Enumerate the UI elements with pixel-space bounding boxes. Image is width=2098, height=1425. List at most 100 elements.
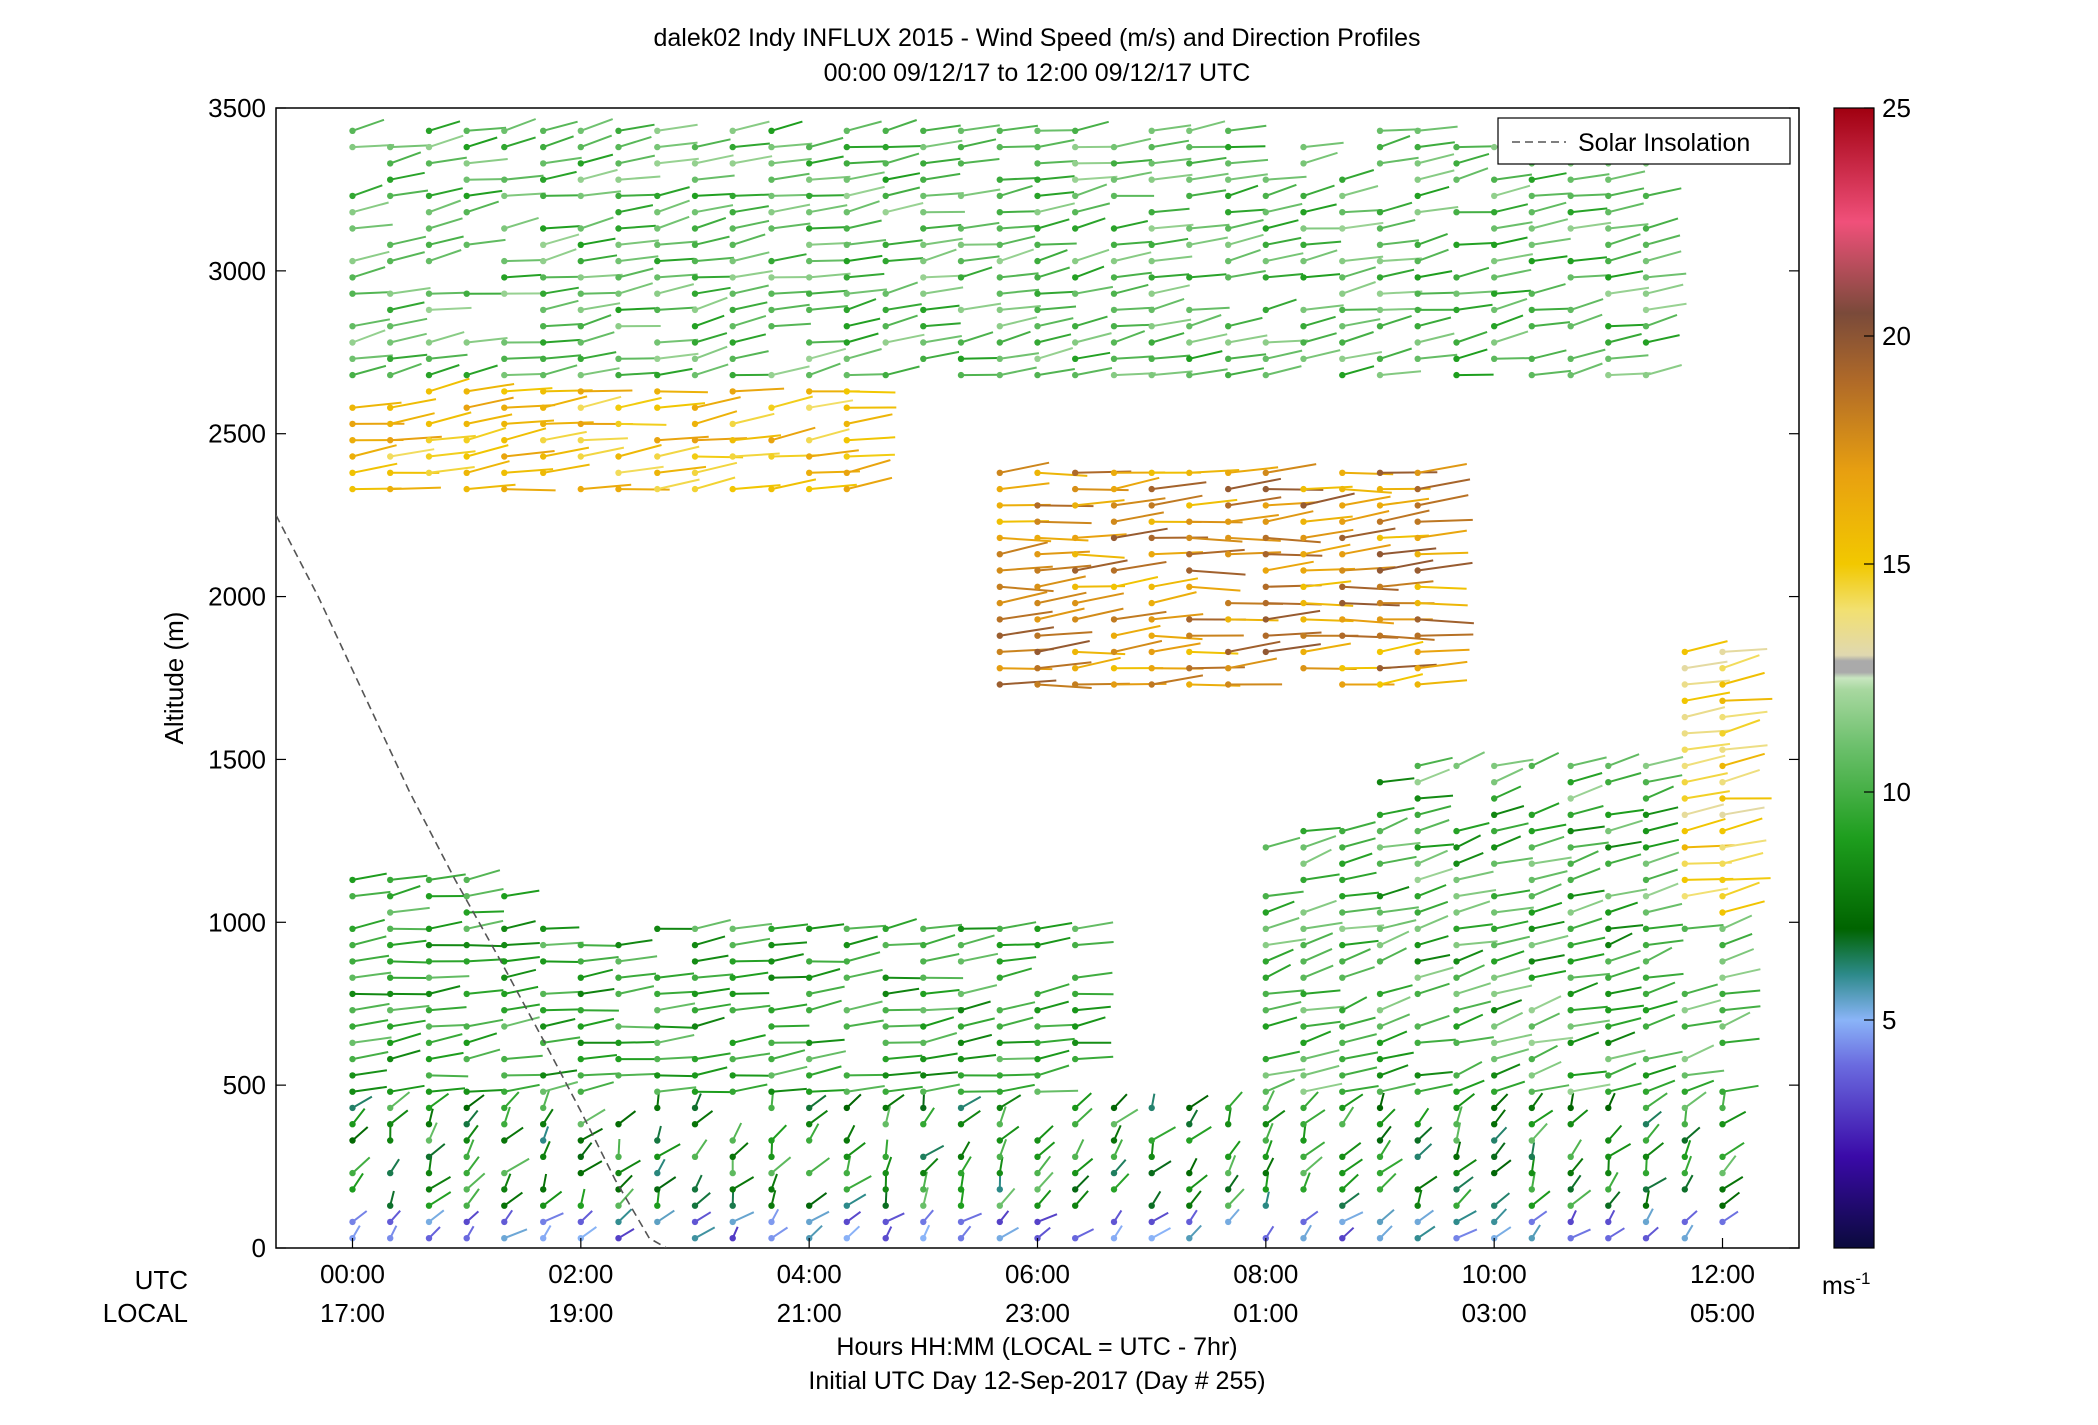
wind-barb-point (843, 1023, 850, 1030)
wind-barb-point (1300, 1039, 1307, 1047)
wind-barb-point (1491, 1218, 1498, 1226)
wind-barb-shaft (808, 362, 841, 377)
wind-barb-shaft (1531, 1109, 1554, 1126)
wind-barb-point (806, 274, 813, 281)
wind-barb-shaft (1645, 1079, 1676, 1093)
wind-barb-shaft (1342, 510, 1390, 523)
wind-barb-point (1681, 1121, 1689, 1128)
wind-barb-point (882, 1202, 889, 1209)
wind-barb-point (1681, 1235, 1689, 1242)
wind-barb-shaft (960, 1017, 995, 1028)
wind-barb-point (1605, 323, 1612, 330)
wind-barb-point (577, 323, 584, 330)
wind-barb-point (1300, 1235, 1307, 1242)
wind-barb-point (349, 404, 356, 411)
wind-barb-point (843, 355, 850, 362)
wind-barb-shaft (1531, 995, 1562, 1012)
wind-barb-point (1567, 1218, 1574, 1226)
wind-barb-point (768, 1072, 775, 1079)
wind-barb-shaft (657, 240, 698, 246)
wind-barb-point (1719, 713, 1726, 721)
wind-barb-shaft (1456, 900, 1491, 914)
wind-barb-shaft (1151, 613, 1204, 621)
wind-barb-point (729, 1137, 736, 1144)
wind-barb-point (1110, 1186, 1118, 1193)
wind-barb-point (654, 306, 661, 314)
wind-barb-point (729, 160, 736, 167)
wind-barb-shaft (618, 1025, 659, 1029)
wind-barb-shaft (1570, 917, 1603, 930)
wind-barb-point (1414, 209, 1421, 216)
wind-barb-point (1642, 225, 1650, 232)
wind-barb-shaft (960, 158, 1000, 165)
wind-barb-shaft (1036, 1141, 1056, 1158)
wind-barb-point (729, 453, 736, 460)
wind-barb-point (729, 1235, 736, 1242)
wind-barb-point (1414, 958, 1421, 965)
wind-barb-shaft (657, 972, 695, 979)
wind-barb-shaft (1228, 477, 1282, 491)
wind-barb-point (654, 241, 661, 248)
wind-barb-shaft (428, 377, 470, 393)
wind-barb-point (729, 1153, 736, 1161)
wind-barb-shaft (1074, 183, 1108, 197)
wind-barb-point (1605, 192, 1612, 200)
wind-barb-shaft (1645, 283, 1684, 295)
wind-barb-point (501, 990, 508, 998)
wind-barb-shaft (960, 934, 995, 947)
wind-barb-shaft (1493, 920, 1529, 930)
wind-barb-point (882, 209, 889, 216)
wind-barb-point (1300, 844, 1307, 851)
wind-barb-point (463, 127, 470, 134)
wind-barb-shaft (809, 204, 848, 214)
wind-barb-shaft (1456, 923, 1493, 930)
wind-barb-shaft (1570, 756, 1607, 767)
wind-barb-point (615, 1235, 622, 1242)
wind-barb-shaft (1265, 536, 1321, 544)
wind-barb-point (843, 1169, 850, 1177)
wind-barb-point (1414, 502, 1421, 509)
wind-barb-shaft (1494, 221, 1533, 230)
wind-barb-shaft (542, 233, 580, 246)
wind-barb-point (1719, 893, 1726, 900)
wind-barb-point (654, 1104, 661, 1112)
wind-barb-shaft (1645, 302, 1687, 311)
wind-barb-point (996, 339, 1003, 346)
wind-barb-point (425, 241, 433, 248)
wind-barb-shaft (428, 975, 470, 979)
wind-barb-point (1148, 1202, 1155, 1209)
wind-barb-point (615, 192, 622, 200)
wind-barb-point (806, 371, 813, 379)
wind-barb-shaft (1342, 821, 1376, 833)
wind-barb-shaft (1684, 1126, 1701, 1142)
wind-barb-shaft (504, 889, 540, 898)
wind-barb-point (425, 1202, 433, 1209)
wind-barb-shaft (1531, 201, 1567, 214)
wind-barb-shaft (1113, 476, 1160, 491)
wind-barb-point (1225, 371, 1232, 379)
wind-barb-point (806, 974, 813, 981)
wind-barb-point (843, 404, 850, 411)
wind-barb-point (1225, 485, 1232, 493)
wind-barb-point (1642, 1055, 1650, 1063)
wind-barb-shaft (694, 314, 725, 328)
wind-barb-point (843, 192, 850, 200)
wind-barb-point (1300, 160, 1307, 167)
wind-barb-shaft (999, 967, 1033, 979)
wind-barb-point (1339, 941, 1346, 949)
wind-barb-shaft (960, 984, 998, 995)
wind-barb-point (1491, 143, 1498, 151)
wind-barb-shaft (999, 272, 1039, 279)
wind-barb-point (1453, 1235, 1460, 1242)
wind-barb-point (387, 437, 394, 444)
wind-barb-point (1681, 1055, 1689, 1063)
wind-barb-shaft (1645, 1142, 1665, 1158)
wind-barb-point (1034, 371, 1041, 379)
wind-barb-point (1567, 257, 1574, 265)
wind-barb-shaft (1456, 870, 1494, 881)
wind-barb-point (1148, 143, 1155, 151)
wind-barb-shaft (1722, 948, 1755, 963)
wind-barb-point (996, 371, 1003, 379)
wind-barb-point (540, 143, 547, 151)
wind-barb-shaft (618, 972, 657, 979)
